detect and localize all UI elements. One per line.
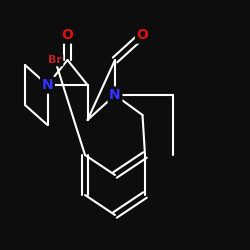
- Text: N: N: [109, 88, 121, 102]
- Text: O: O: [62, 28, 74, 42]
- Text: Br: Br: [48, 55, 62, 65]
- Text: O: O: [136, 28, 148, 42]
- Text: N: N: [42, 78, 53, 92]
